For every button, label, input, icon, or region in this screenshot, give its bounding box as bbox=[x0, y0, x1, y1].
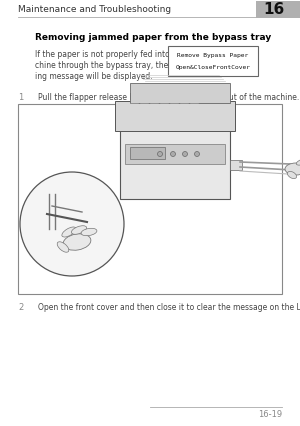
Circle shape bbox=[194, 152, 200, 157]
Text: Open&CloseFrontCover: Open&CloseFrontCover bbox=[176, 65, 250, 70]
Ellipse shape bbox=[296, 159, 300, 166]
Bar bbox=[120, 130, 230, 199]
Bar bbox=[230, 161, 242, 170]
Text: 2: 2 bbox=[18, 302, 23, 311]
Ellipse shape bbox=[81, 229, 97, 236]
Text: Removing jammed paper from the bypass tray: Removing jammed paper from the bypass tr… bbox=[35, 33, 271, 42]
Ellipse shape bbox=[63, 234, 91, 250]
Circle shape bbox=[182, 152, 188, 157]
Text: chine through the bypass tray, the follow-: chine through the bypass tray, the follo… bbox=[35, 61, 196, 70]
Ellipse shape bbox=[285, 164, 300, 176]
Ellipse shape bbox=[57, 242, 69, 253]
Bar bbox=[130, 148, 165, 160]
Ellipse shape bbox=[287, 172, 297, 179]
Circle shape bbox=[158, 152, 163, 157]
Text: 16-19: 16-19 bbox=[258, 409, 282, 418]
Circle shape bbox=[170, 152, 175, 157]
Text: Maintenance and Troubleshooting: Maintenance and Troubleshooting bbox=[18, 6, 171, 14]
Bar bbox=[130, 84, 230, 104]
Text: Open the front cover and then close it to clear the message on the LCD.: Open the front cover and then close it t… bbox=[38, 302, 300, 311]
Bar bbox=[256, 2, 300, 19]
Ellipse shape bbox=[62, 227, 76, 237]
Text: 1: 1 bbox=[18, 93, 23, 102]
Circle shape bbox=[20, 173, 124, 276]
Text: ing message will be displayed.: ing message will be displayed. bbox=[35, 72, 153, 81]
Bar bbox=[125, 145, 225, 164]
Bar bbox=[115, 102, 235, 132]
Ellipse shape bbox=[71, 226, 87, 235]
Text: Pull the flapper release lever and pull the paper out of the machine.: Pull the flapper release lever and pull … bbox=[38, 93, 299, 102]
Text: 16: 16 bbox=[263, 3, 285, 17]
Bar bbox=[18, 105, 282, 294]
Text: Remove Bypass Paper: Remove Bypass Paper bbox=[177, 53, 249, 58]
Text: If the paper is not properly fed into the ma-: If the paper is not properly fed into th… bbox=[35, 50, 202, 59]
Bar bbox=[168, 47, 258, 77]
